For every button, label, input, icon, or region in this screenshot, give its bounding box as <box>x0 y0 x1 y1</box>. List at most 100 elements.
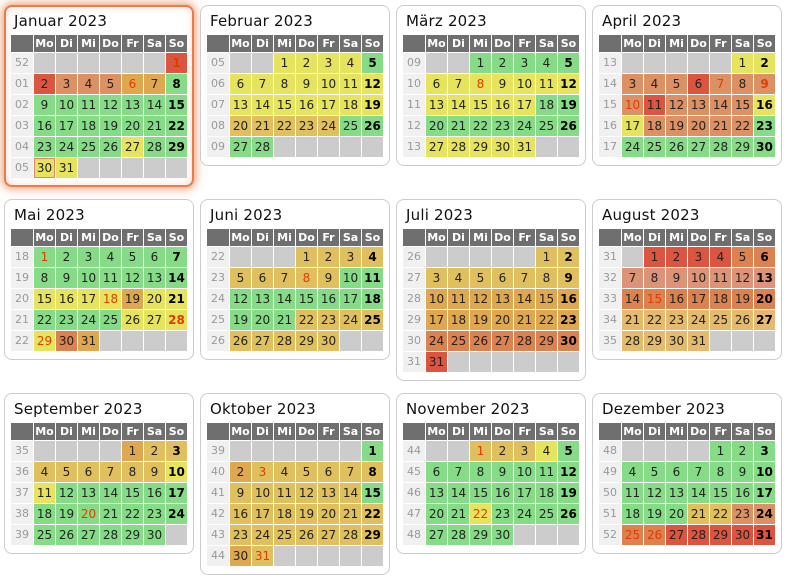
day-cell[interactable]: 24 <box>340 310 361 330</box>
day-cell[interactable]: 8 <box>710 462 731 482</box>
day-cell[interactable]: 31 <box>426 352 447 372</box>
day-cell[interactable]: 13 <box>492 289 513 309</box>
day-cell[interactable]: 24 <box>514 116 535 136</box>
day-cell[interactable]: 19 <box>644 504 665 524</box>
day-cell[interactable]: 11 <box>710 268 731 288</box>
day-cell[interactable]: 22 <box>296 310 317 330</box>
day-cell[interactable]: 31 <box>78 331 99 351</box>
day-cell[interactable]: 17 <box>688 289 709 309</box>
day-cell[interactable]: 3 <box>166 441 187 461</box>
day-cell[interactable]: 11 <box>644 95 665 115</box>
day-cell[interactable]: 16 <box>318 289 339 309</box>
day-cell[interactable]: 30 <box>230 546 251 566</box>
day-cell[interactable]: 23 <box>666 310 687 330</box>
day-cell[interactable]: 28 <box>622 331 643 351</box>
day-cell[interactable]: 25 <box>78 137 99 157</box>
day-cell[interactable]: 29 <box>536 331 557 351</box>
day-cell[interactable]: 29 <box>732 137 753 157</box>
day-cell[interactable]: 6 <box>122 74 143 94</box>
day-cell[interactable]: 5 <box>644 462 665 482</box>
day-cell[interactable]: 20 <box>426 116 447 136</box>
day-cell[interactable]: 25 <box>536 116 557 136</box>
day-cell[interactable]: 27 <box>688 137 709 157</box>
day-cell[interactable]: 24 <box>56 137 77 157</box>
day-cell[interactable]: 18 <box>274 504 295 524</box>
day-cell[interactable]: 19 <box>56 504 77 524</box>
day-cell[interactable]: 24 <box>514 504 535 524</box>
day-cell[interactable]: 25 <box>100 310 121 330</box>
day-cell[interactable]: 8 <box>470 462 491 482</box>
day-cell[interactable]: 23 <box>318 310 339 330</box>
day-cell[interactable]: 21 <box>448 116 469 136</box>
day-cell[interactable]: 15 <box>470 95 491 115</box>
day-cell[interactable]: 10 <box>56 95 77 115</box>
day-cell[interactable]: 12 <box>122 268 143 288</box>
day-cell[interactable]: 26 <box>470 331 491 351</box>
day-cell[interactable]: 11 <box>100 268 121 288</box>
day-cell[interactable]: 7 <box>710 74 731 94</box>
day-cell[interactable]: 28 <box>340 525 361 545</box>
day-cell[interactable]: 26 <box>558 116 579 136</box>
day-cell[interactable]: 6 <box>144 247 165 267</box>
day-cell[interactable]: 8 <box>34 268 55 288</box>
day-cell[interactable]: 30 <box>754 137 775 157</box>
day-cell[interactable]: 12 <box>296 483 317 503</box>
day-cell[interactable]: 4 <box>78 74 99 94</box>
day-cell[interactable]: 30 <box>34 158 55 178</box>
day-cell[interactable]: 14 <box>688 483 709 503</box>
day-cell[interactable]: 20 <box>688 116 709 136</box>
day-cell[interactable]: 16 <box>732 483 753 503</box>
day-cell[interactable]: 12 <box>100 95 121 115</box>
day-cell[interactable]: 13 <box>426 95 447 115</box>
day-cell[interactable]: 27 <box>754 310 775 330</box>
day-cell[interactable]: 8 <box>536 268 557 288</box>
day-cell[interactable]: 3 <box>622 74 643 94</box>
day-cell[interactable]: 10 <box>688 268 709 288</box>
day-cell[interactable]: 29 <box>166 137 187 157</box>
day-cell[interactable]: 20 <box>318 504 339 524</box>
day-cell[interactable]: 11 <box>78 95 99 115</box>
day-cell[interactable]: 13 <box>144 268 165 288</box>
day-cell[interactable]: 10 <box>514 462 535 482</box>
day-cell[interactable]: 27 <box>318 525 339 545</box>
day-cell[interactable]: 8 <box>644 268 665 288</box>
day-cell[interactable]: 17 <box>622 116 643 136</box>
day-cell[interactable]: 25 <box>536 504 557 524</box>
day-cell[interactable]: 19 <box>558 95 579 115</box>
day-cell[interactable]: 15 <box>470 483 491 503</box>
day-cell[interactable]: 9 <box>754 74 775 94</box>
day-cell[interactable]: 1 <box>710 441 731 461</box>
day-cell[interactable]: 16 <box>144 483 165 503</box>
day-cell[interactable]: 21 <box>252 116 273 136</box>
day-cell[interactable]: 17 <box>514 483 535 503</box>
day-cell[interactable]: 17 <box>56 116 77 136</box>
day-cell[interactable]: 22 <box>536 310 557 330</box>
day-cell[interactable]: 11 <box>274 483 295 503</box>
day-cell[interactable]: 3 <box>514 441 535 461</box>
day-cell[interactable]: 13 <box>78 483 99 503</box>
day-cell[interactable]: 19 <box>666 116 687 136</box>
day-cell[interactable]: 4 <box>536 441 557 461</box>
day-cell[interactable]: 30 <box>144 525 165 545</box>
day-cell[interactable]: 9 <box>230 483 251 503</box>
day-cell[interactable]: 22 <box>470 504 491 524</box>
day-cell[interactable]: 5 <box>362 53 383 73</box>
day-cell[interactable]: 11 <box>448 289 469 309</box>
day-cell[interactable]: 27 <box>230 137 251 157</box>
day-cell[interactable]: 26 <box>558 504 579 524</box>
day-cell[interactable]: 12 <box>470 289 491 309</box>
day-cell[interactable]: 11 <box>622 483 643 503</box>
day-cell[interactable]: 10 <box>166 462 187 482</box>
day-cell[interactable]: 18 <box>362 289 383 309</box>
day-cell[interactable]: 4 <box>34 462 55 482</box>
day-cell[interactable]: 7 <box>622 268 643 288</box>
day-cell[interactable]: 12 <box>644 483 665 503</box>
day-cell[interactable]: 14 <box>274 289 295 309</box>
day-cell[interactable]: 13 <box>426 483 447 503</box>
day-cell[interactable]: 29 <box>296 331 317 351</box>
day-cell[interactable]: 21 <box>144 116 165 136</box>
day-cell[interactable]: 27 <box>426 137 447 157</box>
day-cell[interactable]: 2 <box>732 441 753 461</box>
day-cell[interactable]: 29 <box>122 525 143 545</box>
day-cell[interactable]: 8 <box>122 462 143 482</box>
